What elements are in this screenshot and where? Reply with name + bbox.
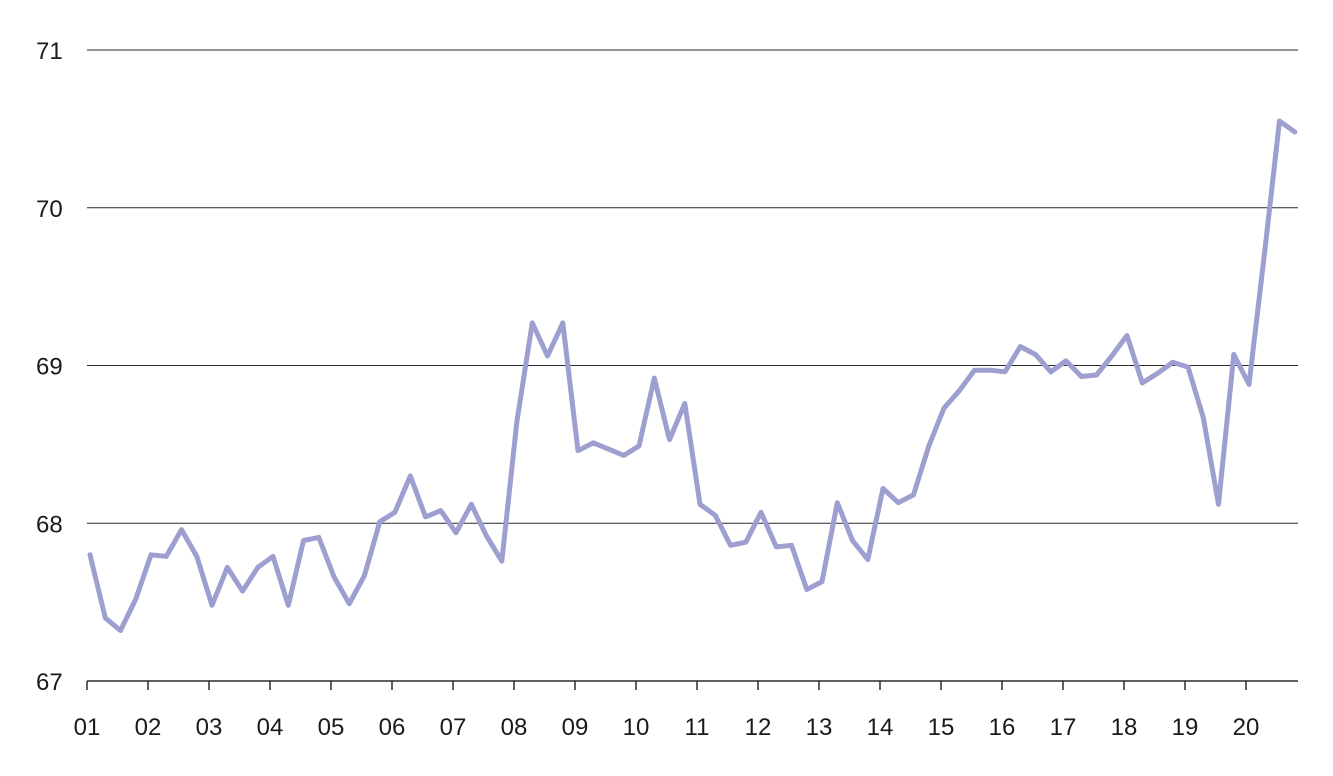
x-tick-label: 18 xyxy=(1111,714,1138,741)
y-tick-label: 68 xyxy=(36,511,63,538)
y-axis-labels: 67 68 69 70 71 xyxy=(36,38,63,696)
y-tick-label: 70 xyxy=(36,196,63,223)
x-tick-label: 09 xyxy=(562,714,589,741)
x-tick-label: 06 xyxy=(379,714,406,741)
x-tick-label: 08 xyxy=(501,714,528,741)
x-tick-label: 07 xyxy=(440,714,467,741)
y-tick-label: 71 xyxy=(36,38,63,65)
x-tick-label: 02 xyxy=(135,714,162,741)
x-tick-label: 16 xyxy=(989,714,1016,741)
x-tick-label: 15 xyxy=(928,714,955,741)
x-tick-label: 01 xyxy=(74,714,101,741)
x-tick-label: 03 xyxy=(196,714,223,741)
x-tick-label: 05 xyxy=(318,714,345,741)
gridlines xyxy=(87,49,1298,524)
x-tick-label: 14 xyxy=(867,714,894,741)
x-tick-label: 12 xyxy=(745,714,772,741)
series-group xyxy=(87,118,1298,633)
x-tick-label: 17 xyxy=(1050,714,1077,741)
x-tick-label: 20 xyxy=(1233,714,1260,741)
x-axis-labels: 01 02 03 04 05 06 07 08 09 10 11 12 13 14 15 16 17 18 19 20 xyxy=(74,714,1260,741)
x-tick-label: 19 xyxy=(1172,714,1199,741)
x-tick-label: 04 xyxy=(257,714,284,741)
x-tick-label: 10 xyxy=(623,714,650,741)
y-tick-label: 67 xyxy=(36,669,63,696)
x-axis xyxy=(86,680,1298,690)
x-tick-label: 11 xyxy=(685,714,710,741)
x-tick-label: 13 xyxy=(806,714,833,741)
y-tick-label: 69 xyxy=(36,354,63,381)
series-line xyxy=(87,118,1298,633)
